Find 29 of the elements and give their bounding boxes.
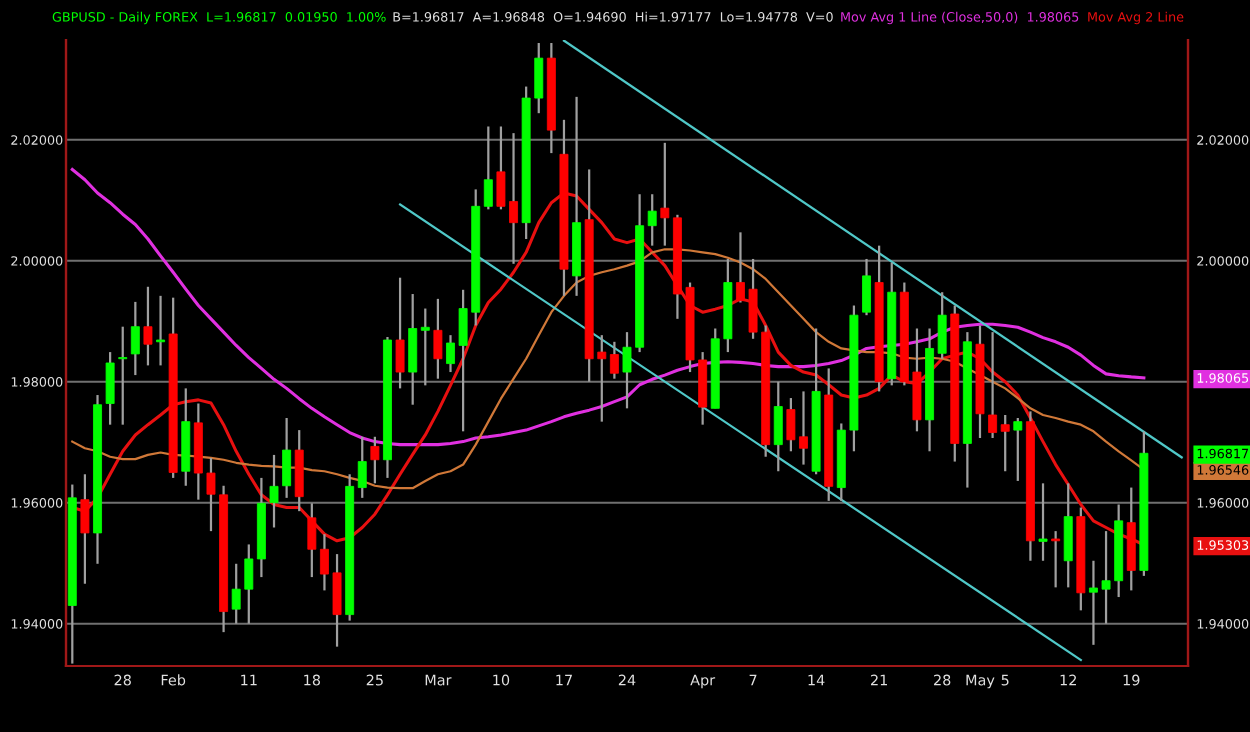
candlestick [395,276,405,390]
candlestick [294,429,304,513]
candlestick [1013,416,1023,483]
candlestick [80,473,90,585]
candlestick [357,435,367,499]
candlestick [282,416,292,499]
candlestick [988,331,998,440]
candlestick [130,300,140,377]
candlestick [1000,413,1010,473]
candlestick [1063,482,1073,589]
line-series [70,167,1146,447]
candlestick [269,453,279,529]
candlestick [143,285,153,367]
candlestick [862,257,871,317]
candlestick [420,307,430,387]
candlestick [156,294,165,367]
candlestick [105,350,115,426]
candlestick [370,435,380,485]
candlestick [1051,530,1061,589]
candlestick [609,340,619,380]
candlestick [433,297,443,380]
candlestick [483,125,493,211]
candlestick [1126,486,1136,592]
line-series [71,248,1145,490]
candlestick [1038,482,1048,562]
candlestick [118,325,128,426]
candlestick [773,380,783,473]
candlestick [647,193,657,247]
candlestick [408,292,418,406]
